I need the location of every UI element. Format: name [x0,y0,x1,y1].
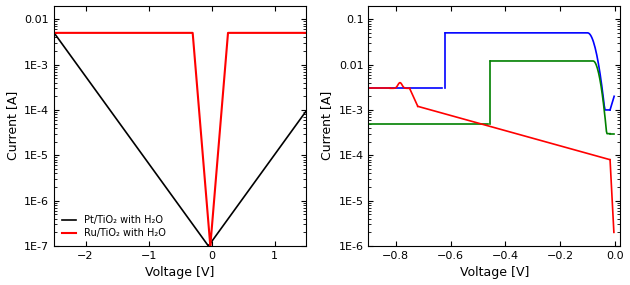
X-axis label: Voltage [V]: Voltage [V] [460,266,529,280]
Y-axis label: Current [A]: Current [A] [6,91,18,160]
Legend: Pt/TiO₂ with H₂O, Ru/TiO₂ with H₂O: Pt/TiO₂ with H₂O, Ru/TiO₂ with H₂O [59,212,169,241]
X-axis label: Voltage [V]: Voltage [V] [146,266,215,280]
Y-axis label: Current [A]: Current [A] [320,91,333,160]
